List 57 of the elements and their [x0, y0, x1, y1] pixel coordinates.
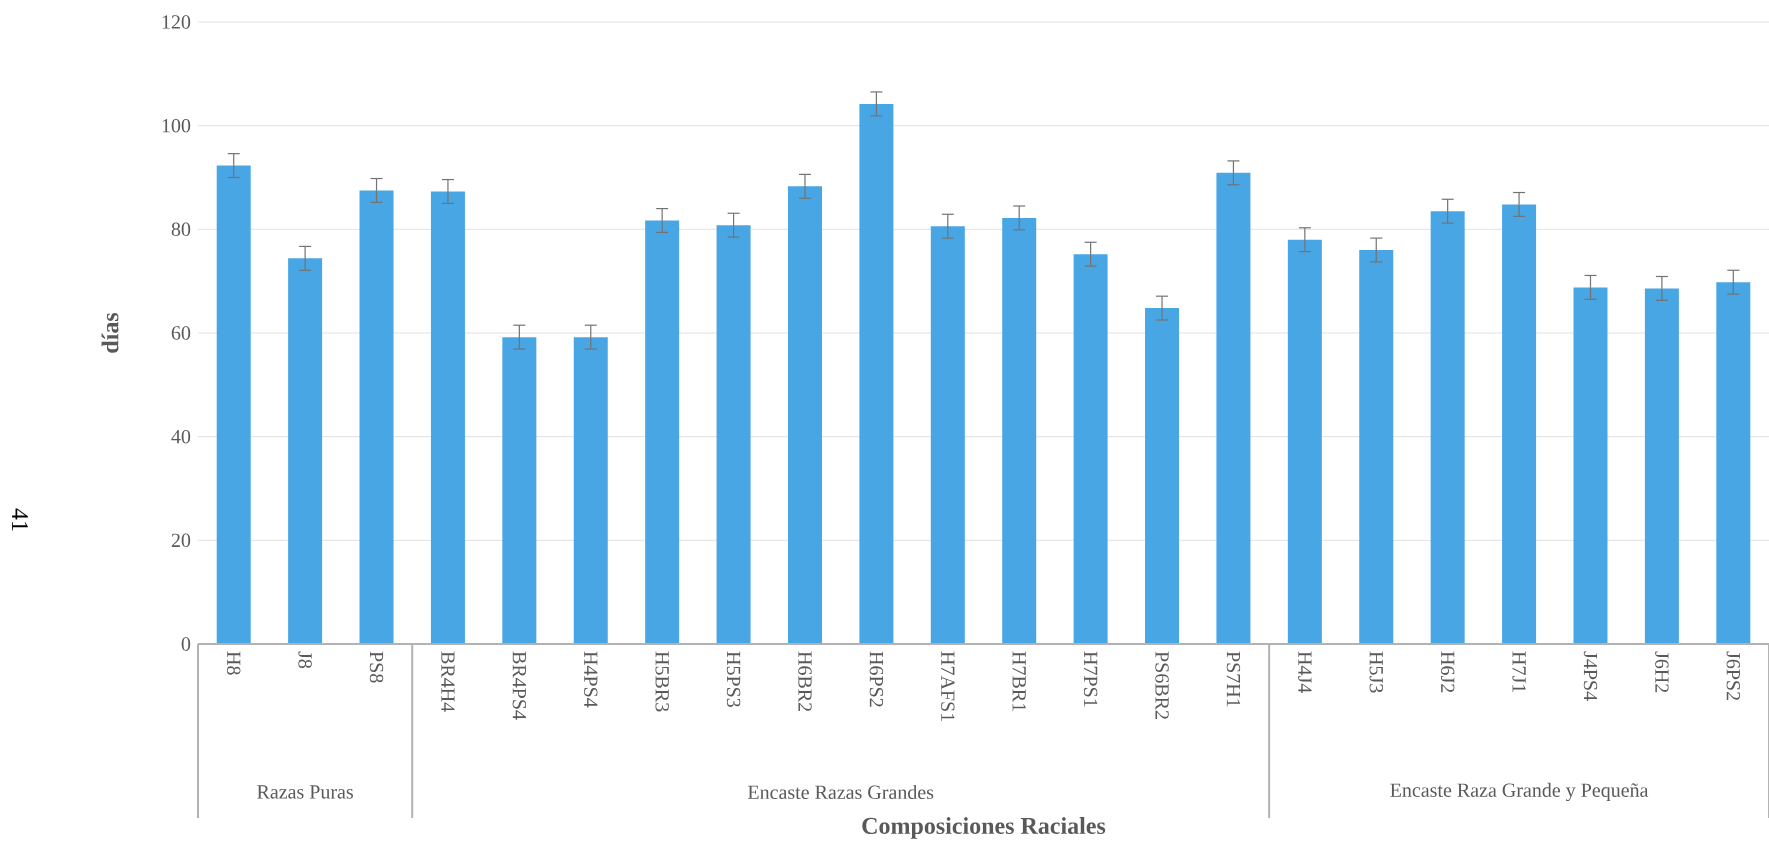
x-tick-label: BR4PS4	[512, 651, 527, 720]
bar	[1216, 172, 1251, 644]
x-tick-label: H6J2	[1440, 651, 1455, 693]
x-tick-label: H5J3	[1369, 651, 1383, 693]
text: Razas Puras	[257, 785, 353, 799]
bar	[1145, 308, 1180, 644]
x-tick-label: J8	[298, 651, 312, 669]
x-tick-label: H5BR3	[655, 651, 669, 712]
y-tick-label: 20	[171, 533, 191, 548]
x-tick-label: PS8	[369, 651, 384, 683]
x-tick-label: H6BR2	[798, 651, 812, 712]
bar	[1573, 287, 1608, 644]
bar	[359, 190, 394, 644]
x-tick-label: PS7H1	[1226, 651, 1241, 707]
bar	[1502, 204, 1537, 644]
x-tick-label: H7PS1	[1083, 651, 1098, 707]
bar	[502, 337, 537, 644]
bar	[930, 226, 965, 644]
y-axis-title: días	[101, 312, 119, 353]
bar	[1287, 239, 1322, 644]
x-tick-label: PS6BR2	[1155, 651, 1169, 719]
x-tick-label: H7J1	[1512, 651, 1526, 693]
bar	[573, 337, 608, 644]
x-axis-title: Composiciones Raciales	[862, 817, 1106, 839]
y-tick-label: 60	[171, 326, 191, 340]
bar	[1716, 282, 1751, 644]
x-tick-label: H6PS2	[869, 651, 884, 707]
bar	[1359, 250, 1394, 644]
bar	[859, 103, 894, 644]
text: 41	[12, 508, 28, 531]
bar	[288, 258, 323, 644]
x-tick-label: H4PS4	[584, 651, 598, 708]
x-tick-label: H7BR1	[1012, 651, 1026, 711]
x-tick-label: H5PS3	[726, 651, 741, 707]
y-tick-label: 120	[162, 15, 191, 29]
y-tick-label: 40	[171, 429, 191, 444]
bar	[1430, 211, 1465, 644]
bar	[216, 165, 251, 644]
x-tick-label: BR4H4	[441, 651, 455, 712]
text: Encaste Raza Grande y Pequeña	[1390, 782, 1649, 802]
bar	[716, 225, 751, 644]
x-tick-label: J4PS4	[1583, 651, 1598, 701]
x-tick-label: H4J4	[1298, 651, 1312, 693]
y-tick-label: 80	[171, 222, 191, 237]
bar	[787, 186, 822, 644]
x-tick-label: H8	[226, 651, 241, 675]
y-tick-label: 100	[162, 118, 191, 133]
text: Encaste Razas Grandes	[747, 784, 934, 800]
x-tick-label: J6PS2	[1726, 651, 1741, 700]
bar	[1073, 254, 1108, 644]
x-tick-label: H7AFS1	[941, 651, 955, 721]
x-tick-label: J6H2	[1655, 651, 1669, 693]
bar	[1002, 217, 1037, 644]
bar	[430, 191, 465, 644]
bar	[645, 220, 680, 644]
bar	[1644, 288, 1679, 644]
y-tick-label: 0	[181, 637, 191, 651]
